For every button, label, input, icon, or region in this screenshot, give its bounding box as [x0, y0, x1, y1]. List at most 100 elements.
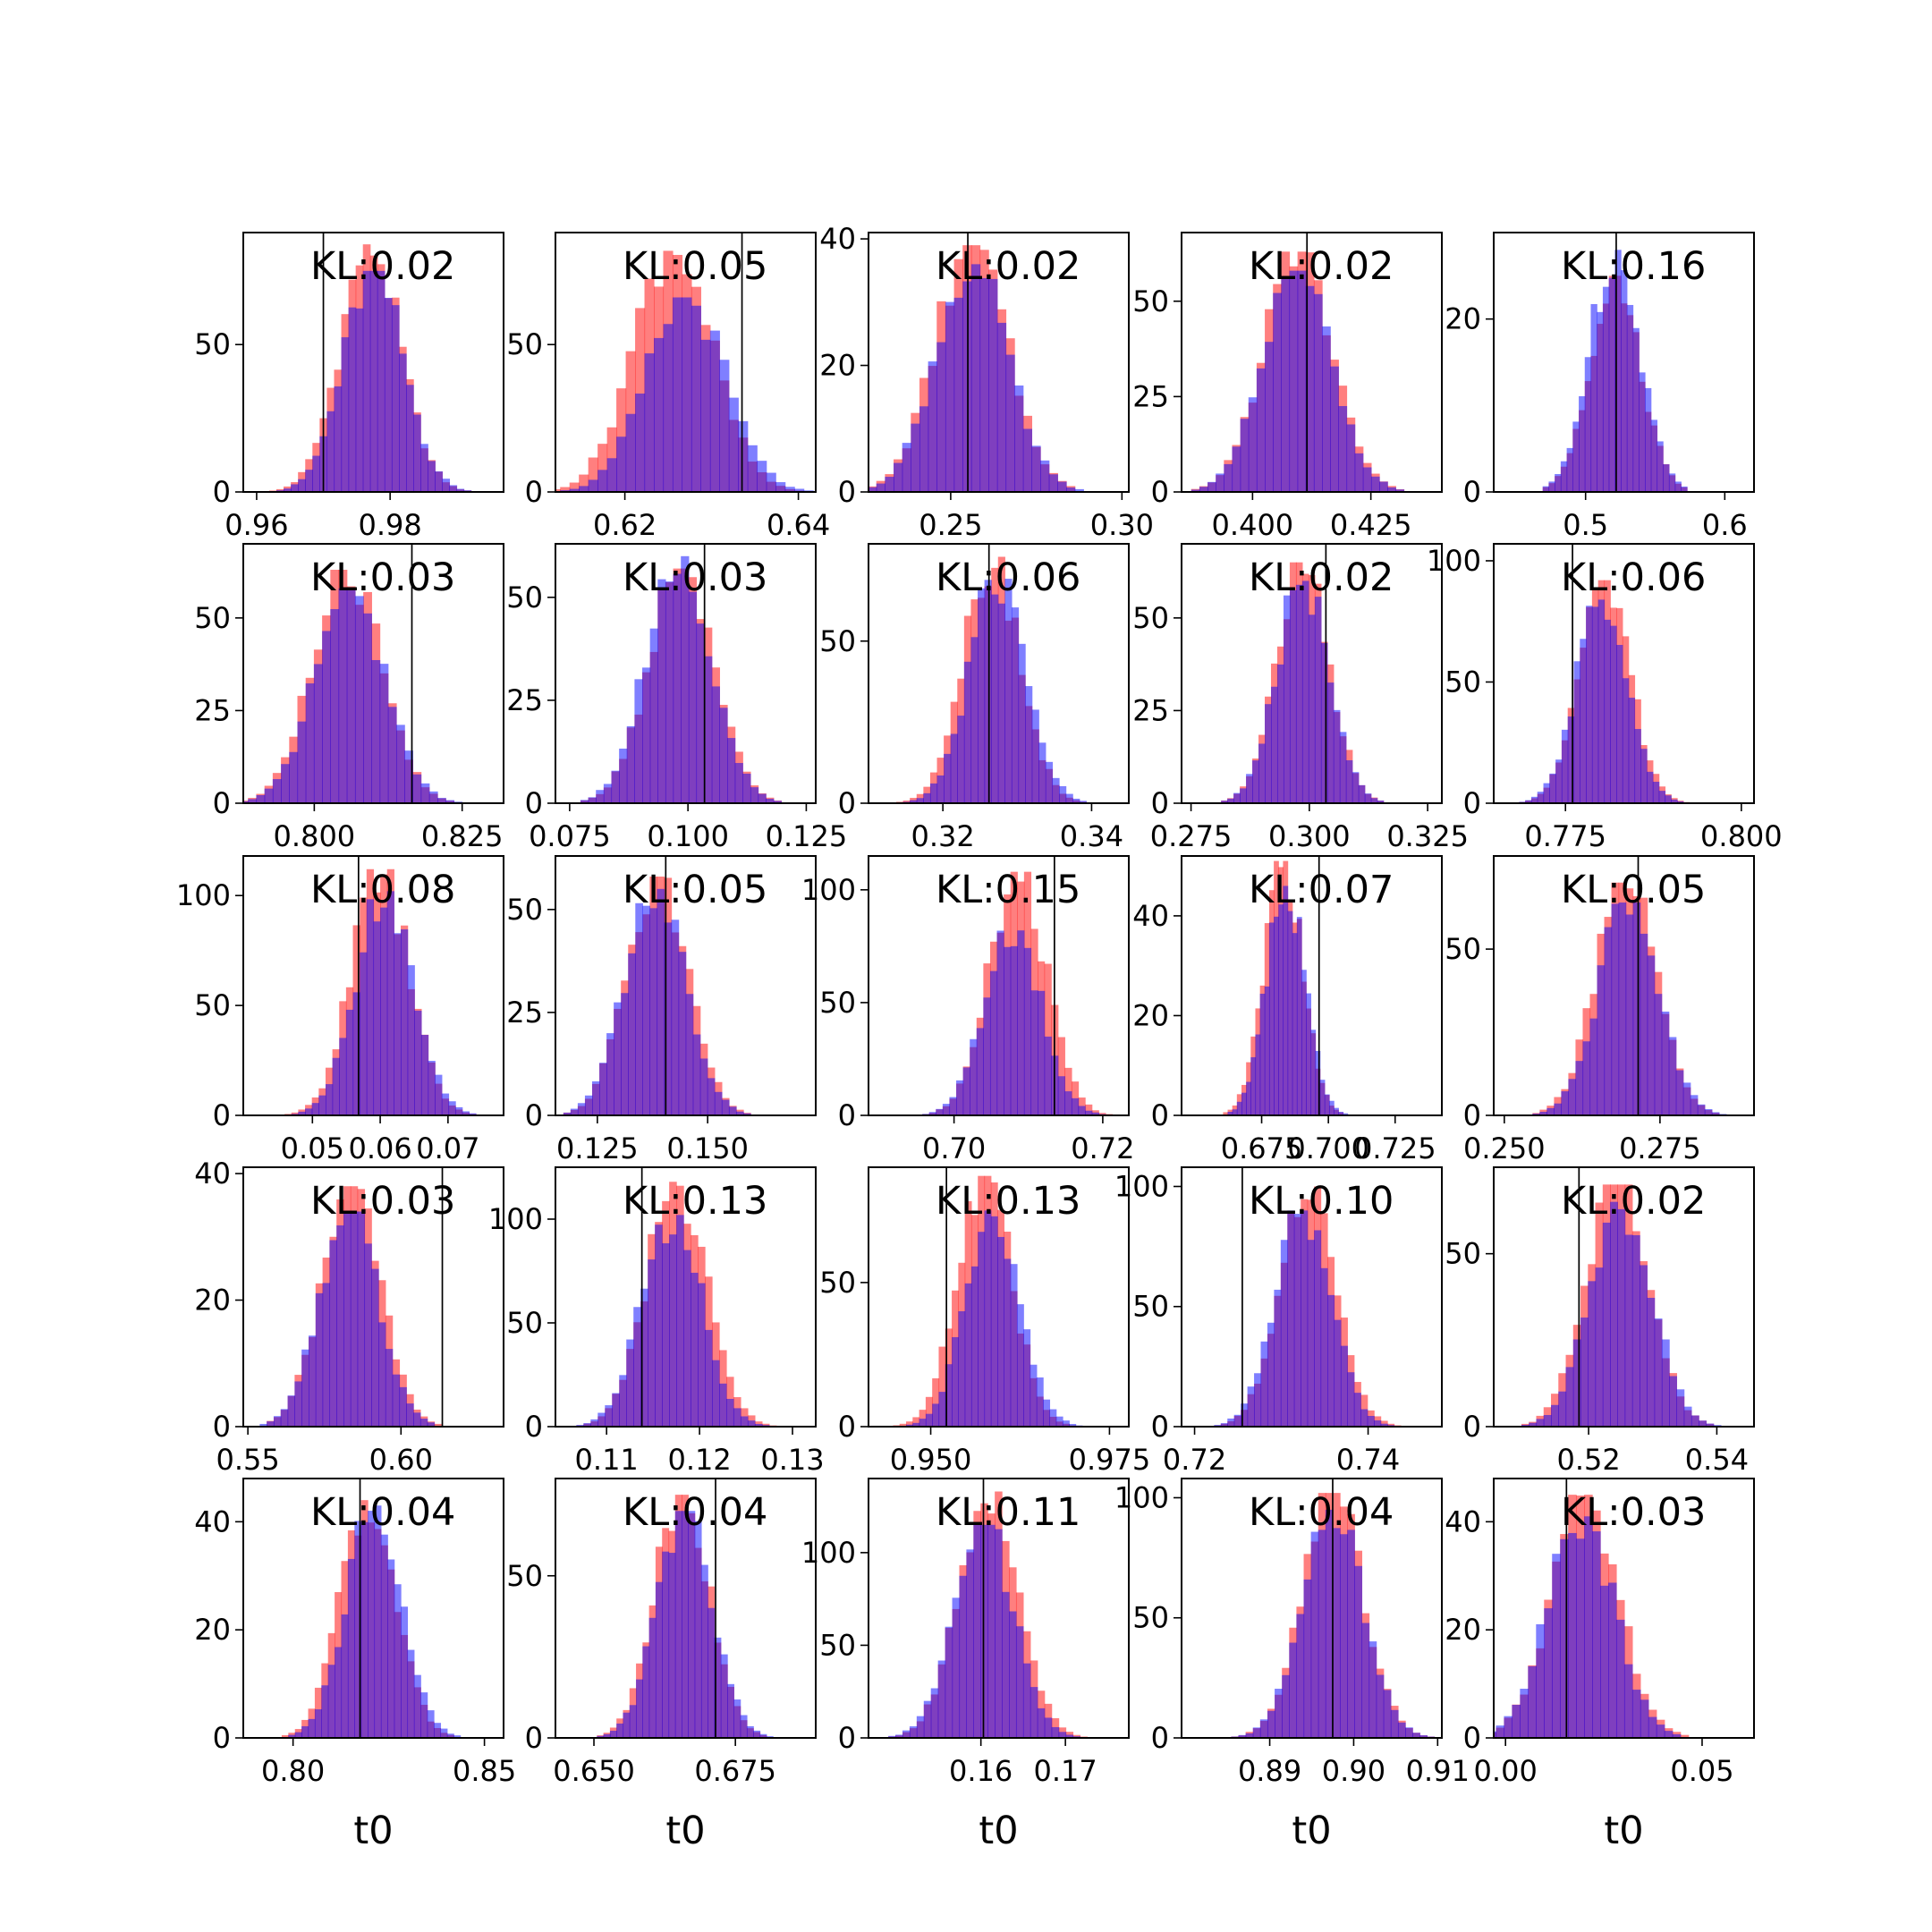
subplot-1-4: 0 25 50 0.400 0.425 KL:0.02 [1132, 232, 1443, 542]
blue-histogram-bar [308, 1335, 317, 1427]
blue-histogram-bar [1614, 250, 1622, 492]
blue-histogram-bar [1390, 1709, 1399, 1738]
red-histogram-bar [1098, 1113, 1106, 1115]
blue-histogram-bar [1615, 1619, 1625, 1738]
blue-histogram-bar [385, 1349, 394, 1427]
x-tick-label: 0.60 [369, 1443, 433, 1477]
blue-histogram-bar [1597, 599, 1606, 803]
blue-histogram-bar [373, 921, 381, 1115]
blue-histogram-bar [281, 764, 290, 803]
histogram-bars [268, 244, 472, 492]
blue-histogram-bar [911, 423, 920, 492]
blue-histogram-bar [1017, 930, 1025, 1115]
blue-histogram-bar [657, 888, 665, 1115]
blue-histogram-bar [945, 1626, 953, 1738]
blue-histogram-bar [1267, 1322, 1275, 1427]
blue-histogram-bar [728, 1106, 737, 1115]
blue-histogram-bar [298, 1111, 306, 1115]
subplot-2-4: 0 25 50 0.275 0.300 0.325 KL:0.02 [1132, 543, 1469, 853]
blue-histogram-bar [1379, 481, 1388, 492]
blue-histogram-bar [368, 1511, 376, 1738]
blue-histogram-bar [273, 1416, 282, 1427]
y-tick-label: 50 [1445, 665, 1481, 699]
blue-histogram-bar [1271, 686, 1278, 803]
blue-histogram-bar [394, 1584, 402, 1738]
blue-histogram-bar [312, 455, 320, 492]
blue-histogram-bar [1566, 447, 1573, 492]
blue-histogram-bar [1040, 460, 1050, 492]
blue-histogram-bar [287, 1395, 295, 1427]
blue-histogram-bar [671, 919, 680, 1115]
subplot-3-1: 0 50 100 0.05 0.06 0.07 KL:0.08 [176, 855, 504, 1165]
blue-histogram-bar [399, 353, 407, 492]
subplot-4-1: 0 20 40 0.55 0.60 KL:0.03 [194, 1157, 504, 1477]
subplot-4-3: 0 50 0.950 0.975 KL:0.13 [819, 1166, 1150, 1477]
blue-histogram-bar [1568, 1079, 1577, 1115]
kl-annotation: KL:0.16 [1561, 244, 1706, 289]
kl-annotation: KL:0.08 [310, 868, 455, 912]
blue-histogram-bar [648, 1617, 657, 1738]
blue-histogram-bar [673, 573, 682, 803]
blue-histogram-bar [1254, 1373, 1262, 1427]
blue-histogram-bar [966, 1549, 974, 1738]
blue-histogram-bar [406, 385, 414, 492]
blue-histogram-bar [757, 461, 767, 492]
x-tick-label: 0.150 [666, 1131, 749, 1165]
blue-histogram-bar [747, 1420, 756, 1427]
axes-frame [868, 1166, 1130, 1428]
blue-histogram-bar [1376, 1674, 1385, 1738]
blue-histogram-bar [727, 738, 736, 803]
subplot-4-2: 0 50 100 0.11 0.12 0.13 KL:0.13 [488, 1166, 825, 1477]
blue-histogram-bar [357, 1211, 366, 1427]
blue-histogram-bar [1604, 927, 1613, 1115]
y-tick-label: 0 [1463, 1721, 1481, 1755]
blue-histogram-bar [1011, 607, 1020, 803]
blue-histogram-bar [1663, 464, 1670, 492]
blue-histogram-bar [305, 1108, 313, 1115]
blue-histogram-bar [1307, 1240, 1315, 1427]
blue-histogram-bar [952, 1336, 959, 1427]
blue-histogram-bar [988, 278, 998, 492]
x-tick-label: 0.250 [1463, 1131, 1546, 1165]
kl-annotation: KL:0.04 [623, 1490, 767, 1535]
red-histogram-bar [912, 1417, 920, 1427]
blue-histogram-bar [1004, 1258, 1012, 1427]
blue-histogram-bar [1548, 481, 1555, 492]
blue-histogram-bar [1320, 642, 1328, 803]
y-tick-label: 50 [1132, 601, 1169, 635]
blue-histogram-bar [766, 799, 775, 803]
histogram-bars [1542, 250, 1688, 492]
x-tick-label: 0.300 [1268, 819, 1351, 853]
blue-histogram-bar [719, 360, 730, 492]
histogram-bars [243, 570, 463, 803]
blue-histogram-bar [1595, 1267, 1604, 1427]
blue-histogram-bar [895, 1734, 903, 1738]
x-tick-label: 0.775 [1524, 819, 1606, 853]
blue-histogram-bar [1664, 1731, 1674, 1738]
blue-histogram-bar [973, 1524, 981, 1738]
blue-histogram-bar [1639, 372, 1646, 492]
blue-histogram-bar [953, 297, 963, 492]
blue-histogram-bar [1320, 1267, 1328, 1427]
blue-histogram-bar [733, 1408, 741, 1427]
blue-histogram-bar [1199, 487, 1208, 492]
x-tick-label: 0.72 [1071, 1131, 1134, 1165]
blue-histogram-bar [1579, 396, 1586, 492]
blue-histogram-bar [1697, 1104, 1706, 1115]
y-tick-label: 50 [194, 327, 231, 361]
x-tick-label: 0.85 [453, 1754, 516, 1788]
blue-histogram-bar [1293, 1214, 1301, 1427]
blue-histogram-bar [599, 1063, 607, 1115]
blue-histogram-bar [1589, 1018, 1598, 1115]
blue-histogram-bar [401, 1606, 409, 1738]
blue-histogram-bar [1287, 1210, 1295, 1427]
x-tick-label: 0.80 [261, 1754, 325, 1788]
blue-histogram-bar [1233, 1414, 1241, 1427]
y-tick-label: 40 [1445, 1504, 1481, 1538]
blue-histogram-bar [1525, 800, 1532, 803]
blue-histogram-bar [1066, 487, 1076, 492]
blue-histogram-bar [1536, 1623, 1545, 1738]
blue-histogram-bar [294, 1732, 302, 1738]
blue-histogram-bar [1058, 1732, 1067, 1738]
blue-histogram-bar [909, 1726, 918, 1738]
